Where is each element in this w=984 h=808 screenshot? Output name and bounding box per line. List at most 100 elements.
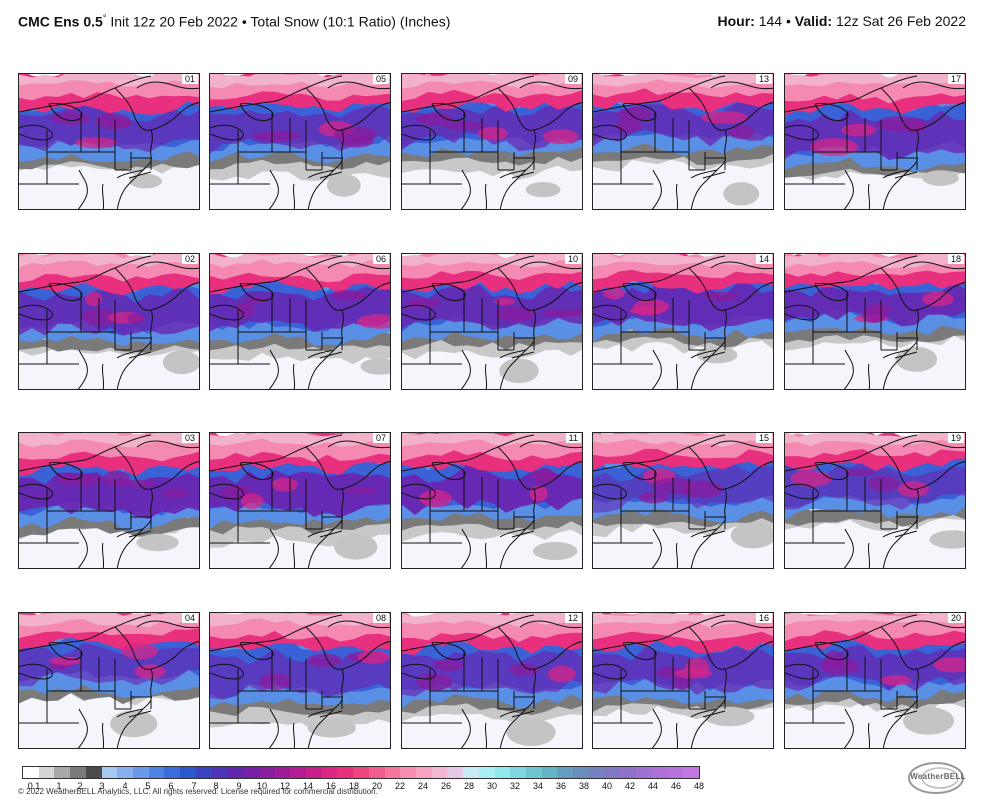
snowfall-map <box>19 74 199 209</box>
valid-value: 12z Sat 26 Feb 2022 <box>836 13 966 29</box>
colorbar-tick-label: 9 <box>236 781 242 791</box>
chart-title: CMC Ens 0.5° Init 12z 20 Feb 2022 • Tota… <box>18 13 450 30</box>
ensemble-member-panel: 13 <box>592 73 774 210</box>
ensemble-member-panel: 04 <box>18 612 200 749</box>
colorbar-swatch <box>101 767 118 778</box>
snowfall-map <box>785 433 965 568</box>
colorbar-tick-label: 24 <box>417 781 429 791</box>
colorbar-tick-label: 38 <box>578 781 590 791</box>
member-number-label: 05 <box>372 74 389 84</box>
snowfall-map <box>210 74 390 209</box>
snowfall-map <box>210 254 390 389</box>
colorbar-tick-label: 34 <box>532 781 544 791</box>
member-number-label: 12 <box>564 613 581 623</box>
colorbar-tick-label: 28 <box>463 781 475 791</box>
snowfall-map <box>593 254 773 389</box>
ensemble-member-panel: 20 <box>784 612 966 749</box>
colorbar-swatch <box>447 767 464 778</box>
ensemble-member-panel: 12 <box>401 612 583 749</box>
colorbar-swatch <box>620 767 637 778</box>
colorbar-swatch <box>353 767 369 778</box>
colorbar-swatch <box>38 767 55 778</box>
valid-label: Valid: <box>794 13 833 29</box>
snowfall-map <box>402 254 582 389</box>
colorbar-swatch <box>164 767 181 778</box>
ensemble-member-panel: 09 <box>401 73 583 210</box>
member-number-label: 18 <box>947 254 964 264</box>
member-number-label: 06 <box>372 254 389 264</box>
colorbar-swatch <box>651 767 668 778</box>
member-number-label: 15 <box>755 433 772 443</box>
member-number-label: 14 <box>755 254 772 264</box>
colorbar-swatch <box>541 767 558 778</box>
ensemble-member-panel: 14 <box>592 253 774 390</box>
degree-symbol: ° <box>102 13 107 23</box>
member-number-label: 09 <box>564 74 581 84</box>
colorbar-swatch <box>243 767 259 778</box>
colorbar-tick-label: 40 <box>601 781 613 791</box>
snowfall-map <box>785 74 965 209</box>
colorbar-tick-label: 1 <box>56 781 62 791</box>
ensemble-member-panel: 06 <box>209 253 391 390</box>
logo-swirl-icon <box>908 762 964 794</box>
ensemble-member-panel: 17 <box>784 73 966 210</box>
ensemble-member-panel: 02 <box>18 253 200 390</box>
snowfall-map <box>210 613 390 748</box>
snowfall-map <box>402 613 582 748</box>
colorbar-tick-label: 32 <box>509 781 521 791</box>
member-number-label: 04 <box>181 613 198 623</box>
colorbar-swatch <box>431 767 448 778</box>
copyright-text: © 2022 WeatherBELL Analytics, LLC. All r… <box>18 787 378 796</box>
member-number-label: 20 <box>947 613 964 623</box>
header: CMC Ens 0.5° Init 12z 20 Feb 2022 • Tota… <box>0 0 984 44</box>
snowfall-map <box>210 433 390 568</box>
hour-label: Hour: <box>717 13 755 29</box>
member-number-label: 16 <box>755 613 772 623</box>
snowfall-map <box>402 433 582 568</box>
colorbar-swatch <box>557 767 574 778</box>
colorbar-swatch <box>604 767 621 778</box>
colorbar-swatch <box>494 767 511 778</box>
snowfall-colorbar <box>22 766 700 779</box>
colorbar-swatch <box>510 767 526 778</box>
colorbar-swatch <box>588 767 605 778</box>
colorbar-swatch <box>85 767 102 778</box>
colorbar-swatches <box>22 766 700 779</box>
bullet-separator-2: • <box>785 13 791 29</box>
valid-time: Hour: 144 • Valid: 12z Sat 26 Feb 2022 <box>717 13 966 29</box>
ensemble-member-panel: 03 <box>18 432 200 569</box>
colorbar-swatch <box>636 767 652 778</box>
ensemble-member-panel: 05 <box>209 73 391 210</box>
colorbar-swatch <box>195 767 212 778</box>
colorbar-swatch <box>54 767 71 778</box>
member-number-label: 03 <box>181 433 198 443</box>
snowfall-map <box>593 74 773 209</box>
colorbar-tick-label: 18 <box>348 781 360 791</box>
ensemble-member-panel: 19 <box>784 432 966 569</box>
colorbar-swatch <box>526 767 542 778</box>
member-number-label: 13 <box>755 74 772 84</box>
ensemble-member-panel: 11 <box>401 432 583 569</box>
hour-value: 144 <box>758 13 783 29</box>
ensemble-member-panel: 18 <box>784 253 966 390</box>
ensemble-member-panel: 16 <box>592 612 774 749</box>
init-text: Init 12z 20 Feb 2022 <box>110 13 238 30</box>
colorbar-tick-label: 10 <box>256 781 268 791</box>
colorbar-tick-label: 6 <box>168 781 174 791</box>
colorbar-tick-label: 12 <box>279 781 291 791</box>
snowfall-map <box>785 613 965 748</box>
colorbar-swatch <box>384 767 401 778</box>
colorbar-swatch <box>667 767 684 778</box>
colorbar-tick-label: 8 <box>213 781 219 791</box>
snowfall-map <box>402 74 582 209</box>
product-text: Total Snow (10:1 Ratio) (Inches) <box>250 13 451 30</box>
colorbar-tick-label: 5 <box>145 781 151 791</box>
colorbar-swatch <box>180 767 196 778</box>
colorbar-swatch <box>133 767 149 778</box>
colorbar-tick-label: 22 <box>394 781 406 791</box>
member-number-label: 02 <box>181 254 198 264</box>
snowfall-map <box>785 254 965 389</box>
colorbar-swatch <box>274 767 291 778</box>
colorbar-tick-label: 30 <box>486 781 498 791</box>
colorbar-swatch <box>400 767 416 778</box>
